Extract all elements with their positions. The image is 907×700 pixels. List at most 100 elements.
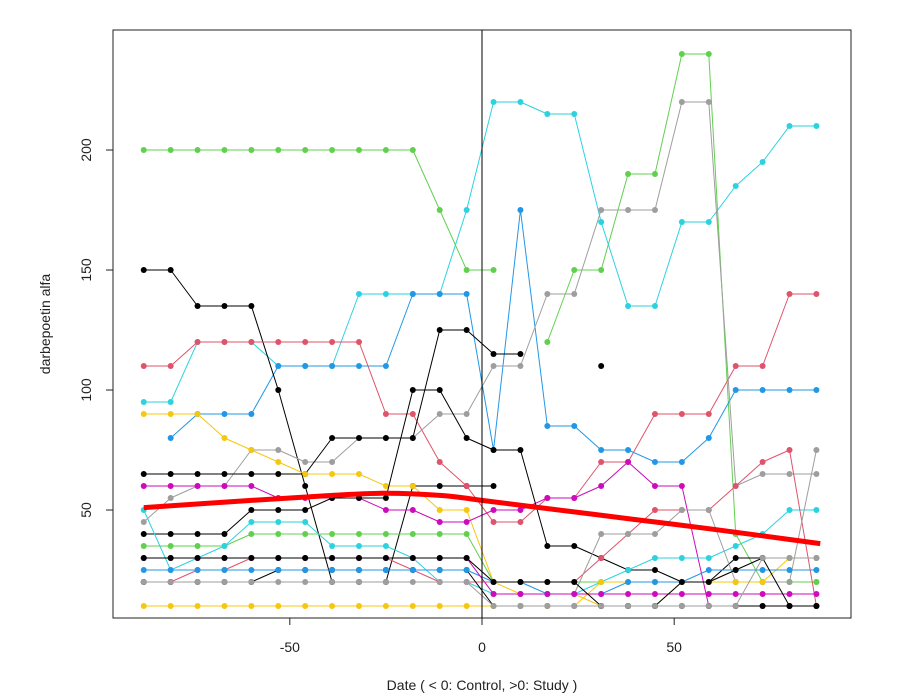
data-point (651, 171, 658, 177)
series-line (143, 413, 817, 607)
data-point (598, 579, 605, 585)
data-point (302, 531, 309, 537)
data-point (221, 531, 228, 537)
data-point (705, 567, 712, 573)
data-point (409, 483, 416, 489)
data-point (194, 471, 201, 477)
data-point (678, 219, 685, 225)
data-point (463, 555, 470, 561)
y-axis: 50 100 150 200 (78, 138, 113, 518)
data-point (463, 507, 470, 513)
data-point (759, 579, 766, 585)
data-point (275, 471, 282, 477)
data-point (275, 363, 282, 369)
data-point (625, 171, 632, 177)
data-point (167, 579, 174, 585)
data-point (813, 123, 820, 129)
data-point (436, 411, 443, 417)
series-4 (140, 291, 820, 525)
data-point (167, 267, 174, 273)
y-tick-label: 50 (78, 502, 94, 518)
data-point (705, 435, 712, 441)
data-point (382, 555, 389, 561)
data-point (356, 339, 362, 345)
data-point (194, 603, 201, 609)
data-point (598, 219, 605, 225)
data-point (625, 567, 632, 573)
series-line (143, 449, 817, 595)
data-point (625, 591, 632, 597)
data-point (705, 219, 712, 225)
data-point (490, 363, 497, 369)
data-point (275, 603, 282, 609)
data-point (705, 555, 712, 561)
data-point (329, 459, 336, 465)
data-point (382, 531, 389, 537)
data-point (651, 555, 658, 561)
data-point (786, 123, 793, 129)
data-point (598, 591, 605, 597)
series-line (143, 557, 817, 607)
data-point (382, 543, 389, 549)
data-point (786, 591, 793, 597)
data-point (678, 459, 685, 465)
data-point (167, 147, 174, 153)
data-point (813, 567, 820, 573)
data-point (759, 387, 766, 393)
data-point (678, 99, 685, 105)
data-point (705, 411, 712, 417)
data-point (140, 363, 147, 369)
data-point (302, 471, 309, 477)
data-point (248, 471, 255, 477)
data-point (625, 459, 632, 465)
data-point (463, 567, 470, 573)
data-point (786, 579, 793, 585)
data-point (571, 495, 578, 501)
data-point (625, 207, 632, 213)
data-point (786, 555, 793, 561)
data-point (194, 579, 201, 585)
data-point (356, 567, 362, 573)
data-point (598, 447, 605, 453)
data-point (221, 471, 228, 477)
data-point (248, 567, 255, 573)
data-point (490, 267, 497, 273)
data-point (194, 411, 201, 417)
data-point (517, 99, 524, 105)
data-point (490, 519, 497, 525)
data-point (759, 567, 766, 573)
data-point (651, 531, 658, 537)
data-point (813, 291, 820, 297)
data-point (490, 483, 497, 489)
data-point (732, 543, 739, 549)
data-point (813, 555, 820, 561)
data-point (221, 303, 228, 309)
data-point (275, 507, 282, 513)
data-point (490, 507, 497, 513)
data-point (759, 459, 766, 465)
data-point (140, 543, 147, 549)
data-point (248, 531, 255, 537)
data-point (732, 555, 739, 561)
data-point (651, 603, 658, 609)
data-point (221, 603, 228, 609)
data-point (517, 363, 524, 369)
data-point (248, 303, 255, 309)
y-tick-label: 150 (78, 258, 94, 282)
data-point (167, 555, 174, 561)
data-point (678, 603, 685, 609)
series-line (143, 509, 817, 595)
data-point (248, 447, 255, 453)
data-point (732, 183, 739, 189)
data-point (732, 603, 739, 609)
data-point (275, 555, 282, 561)
y-axis-title: darbepoetin alfa (37, 274, 53, 375)
data-point (194, 483, 201, 489)
data-point (140, 483, 147, 489)
data-point (651, 483, 658, 489)
data-point (248, 411, 255, 417)
data-point (329, 339, 336, 345)
data-point (194, 531, 201, 537)
data-point (382, 291, 389, 297)
